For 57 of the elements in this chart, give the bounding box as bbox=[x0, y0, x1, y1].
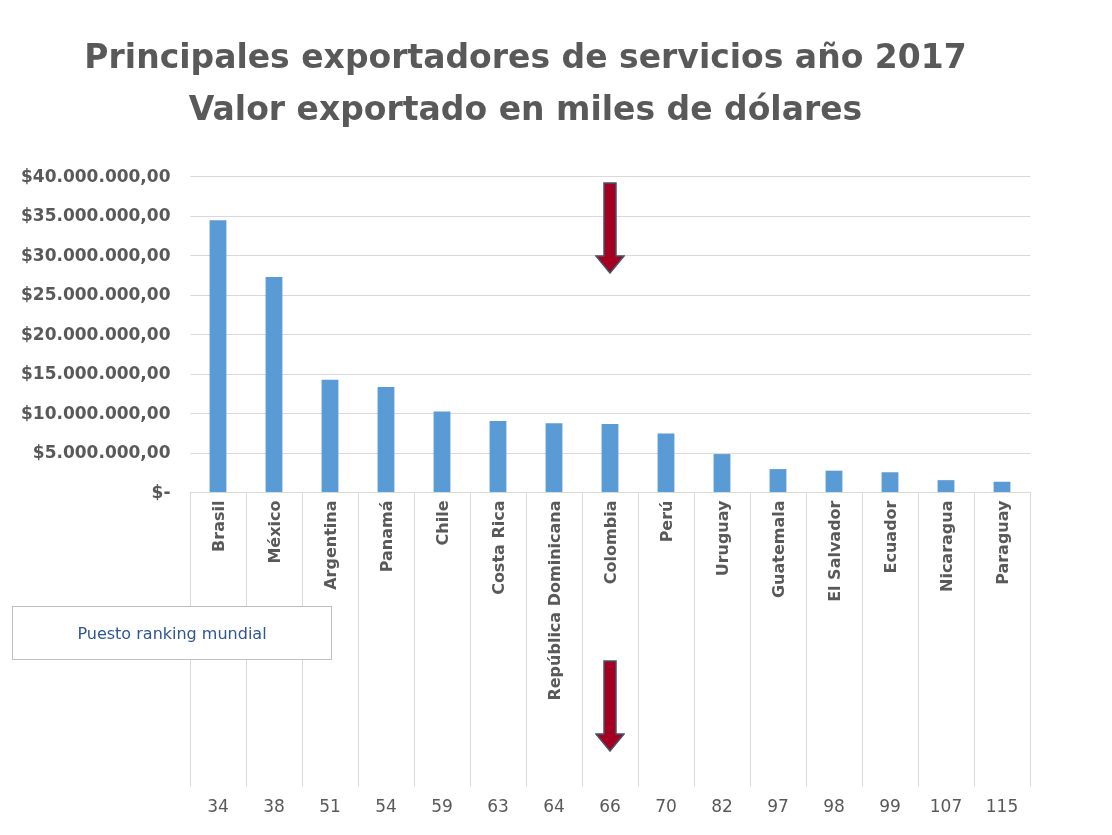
text: 70 bbox=[655, 796, 677, 816]
bar bbox=[769, 469, 787, 492]
text: 99 bbox=[879, 796, 901, 816]
x-tick-label: República Dominicana bbox=[544, 500, 564, 701]
text: 51 bbox=[319, 796, 341, 816]
x-tick-label: México bbox=[264, 500, 284, 564]
text: 54 bbox=[375, 796, 397, 816]
text: 115 bbox=[985, 796, 1019, 816]
x-tick-label: Costa Rica bbox=[488, 500, 508, 595]
y-tick-label: $35.000.000,00 bbox=[21, 205, 171, 225]
bar bbox=[937, 480, 955, 492]
x-tick-label: Brasil bbox=[208, 500, 228, 552]
bar bbox=[489, 420, 507, 492]
bar bbox=[713, 454, 731, 492]
bar bbox=[321, 379, 339, 492]
x-tick-label: Paraguay bbox=[992, 499, 1012, 585]
x-tick-label: Chile bbox=[432, 500, 452, 546]
text: Puesto ranking mundial bbox=[12, 606, 332, 660]
x-tick-label: Uruguay bbox=[712, 499, 732, 577]
text: 59 bbox=[431, 796, 453, 816]
text: 82 bbox=[711, 796, 733, 816]
x-tick-label: Ecuador bbox=[880, 500, 900, 574]
x-tick-label: Guatemala bbox=[768, 500, 788, 599]
text: 97 bbox=[767, 796, 789, 816]
bar bbox=[825, 470, 843, 492]
bar bbox=[601, 424, 619, 492]
text: 107 bbox=[929, 796, 963, 816]
y-tick-label: $- bbox=[151, 481, 171, 502]
y-tick-label: $10.000.000,00 bbox=[21, 402, 171, 423]
text: 98 bbox=[823, 796, 845, 816]
y-tick-label: $15.000.000,00 bbox=[21, 363, 171, 383]
x-tick-label: Colombia bbox=[600, 500, 620, 585]
y-tick-label: $25.000.000,00 bbox=[21, 284, 171, 304]
x-tick-label: Panamá bbox=[376, 500, 396, 573]
text: 64 bbox=[543, 796, 565, 816]
x-tick-label: Perú bbox=[656, 500, 676, 543]
text: Valor exportado en miles de dólares bbox=[188, 89, 863, 128]
text: Principales exportadores de servicios año 2017 bbox=[84, 37, 967, 76]
text: 66 bbox=[599, 796, 621, 816]
text: 63 bbox=[487, 796, 509, 816]
bar bbox=[545, 423, 563, 492]
y-tick-label: $20.000.000,00 bbox=[21, 323, 171, 344]
y-tick-label: $30.000.000,00 bbox=[21, 244, 171, 265]
bar bbox=[657, 433, 675, 492]
bar bbox=[993, 481, 1011, 492]
y-tick-label: $40.000.000,00 bbox=[21, 165, 171, 186]
bar bbox=[881, 472, 899, 492]
bar bbox=[209, 220, 227, 492]
bar bbox=[433, 411, 451, 492]
text: 34 bbox=[207, 796, 229, 816]
text: 38 bbox=[263, 796, 285, 816]
bar bbox=[377, 386, 395, 492]
x-tick-label: Argentina bbox=[320, 500, 340, 590]
bar bbox=[265, 277, 283, 492]
y-tick-label: $5.000.000,00 bbox=[32, 442, 171, 462]
x-tick-label: Nicaragua bbox=[936, 500, 956, 592]
x-tick-label: El Salvador bbox=[824, 500, 844, 602]
